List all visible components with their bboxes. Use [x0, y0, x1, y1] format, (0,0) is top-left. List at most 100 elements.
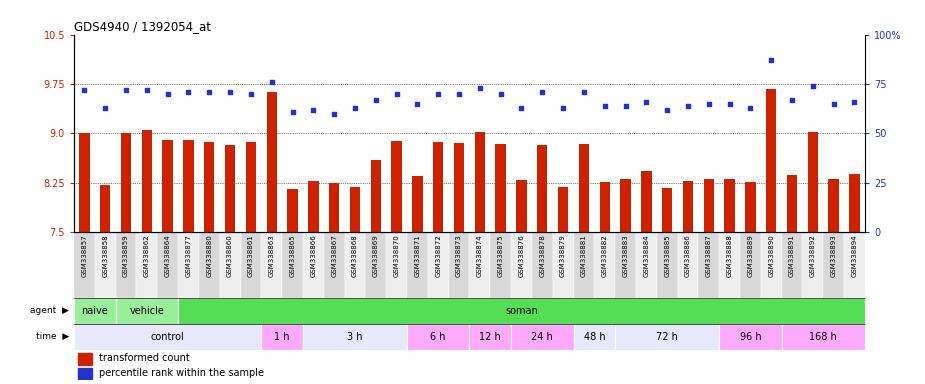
Bar	[574, 232, 594, 298]
Point	[410, 101, 425, 107]
Bar	[329, 183, 339, 232]
Bar	[808, 132, 818, 232]
Bar	[137, 232, 157, 298]
Bar	[787, 175, 797, 232]
Point	[535, 89, 549, 95]
Bar	[823, 232, 844, 298]
Point	[285, 109, 300, 115]
Point	[722, 101, 737, 107]
Bar	[532, 232, 553, 298]
Bar	[433, 142, 443, 232]
Bar	[288, 189, 298, 232]
Bar	[766, 89, 776, 232]
Text: 96 h: 96 h	[740, 332, 761, 342]
Point	[806, 83, 820, 89]
Point	[348, 104, 363, 111]
Bar	[163, 140, 173, 232]
Bar	[391, 141, 401, 232]
Point	[118, 87, 133, 93]
Point	[743, 104, 758, 111]
Bar	[240, 232, 262, 298]
Bar	[282, 232, 303, 298]
Bar	[599, 182, 610, 232]
Point	[639, 99, 654, 105]
Bar	[74, 298, 116, 324]
Text: GSM338885: GSM338885	[664, 234, 670, 276]
Bar	[760, 232, 782, 298]
Text: GSM338886: GSM338886	[685, 234, 691, 277]
Text: 6 h: 6 h	[430, 332, 446, 342]
Text: GSM338888: GSM338888	[727, 234, 733, 277]
Text: GSM338872: GSM338872	[436, 234, 441, 276]
Bar	[324, 232, 344, 298]
Point	[660, 106, 674, 113]
Bar	[80, 133, 90, 232]
Point	[493, 91, 508, 97]
Text: control: control	[151, 332, 184, 342]
Text: GSM338870: GSM338870	[394, 234, 400, 277]
Bar	[225, 145, 235, 232]
Bar	[95, 232, 116, 298]
Bar	[371, 160, 381, 232]
Bar	[449, 232, 470, 298]
Point	[514, 104, 529, 111]
Bar	[740, 232, 760, 298]
Point	[98, 104, 113, 111]
Text: GSM338861: GSM338861	[248, 234, 253, 277]
Text: agent  ▶: agent ▶	[31, 306, 69, 315]
Point	[847, 99, 862, 105]
Text: GSM338878: GSM338878	[539, 234, 545, 277]
Bar	[116, 298, 178, 324]
Point	[576, 89, 591, 95]
Bar	[516, 180, 526, 232]
Text: soman: soman	[505, 306, 537, 316]
Bar	[574, 324, 615, 349]
Bar	[78, 368, 92, 379]
Point	[473, 85, 487, 91]
Text: 72 h: 72 h	[656, 332, 678, 342]
Text: vehicle: vehicle	[130, 306, 165, 316]
Bar	[829, 179, 839, 232]
Bar	[490, 232, 511, 298]
Bar	[470, 324, 511, 349]
Bar	[537, 145, 548, 232]
Text: GSM338866: GSM338866	[311, 234, 316, 277]
Point	[764, 57, 779, 63]
Bar	[677, 232, 698, 298]
Text: 168 h: 168 h	[809, 332, 837, 342]
Bar	[636, 232, 657, 298]
Bar	[782, 232, 803, 298]
Point	[327, 111, 341, 117]
Text: 3 h: 3 h	[347, 332, 363, 342]
Bar	[303, 232, 324, 298]
Point	[243, 91, 258, 97]
Point	[681, 103, 696, 109]
Bar	[454, 143, 464, 232]
Text: GSM338890: GSM338890	[769, 234, 774, 277]
Text: GSM338862: GSM338862	[144, 234, 150, 276]
Bar	[803, 232, 823, 298]
Point	[181, 89, 196, 95]
Bar	[698, 232, 720, 298]
Bar	[511, 324, 574, 349]
Text: GSM338877: GSM338877	[186, 234, 191, 277]
Text: GSM338864: GSM338864	[165, 234, 170, 276]
Text: GSM338875: GSM338875	[498, 234, 503, 276]
Bar	[74, 232, 95, 298]
Text: GSM338889: GSM338889	[747, 234, 753, 277]
Text: GSM338882: GSM338882	[602, 234, 608, 276]
Bar	[387, 232, 407, 298]
Bar	[511, 232, 532, 298]
Text: GSM338879: GSM338879	[561, 234, 566, 277]
Text: GSM338858: GSM338858	[103, 234, 108, 276]
Bar	[720, 324, 782, 349]
Text: GSM338865: GSM338865	[290, 234, 295, 276]
Bar	[621, 179, 631, 232]
Bar	[266, 93, 277, 232]
Text: percentile rank within the sample: percentile rank within the sample	[99, 368, 265, 379]
Point	[160, 91, 175, 97]
Text: time  ▶: time ▶	[36, 332, 69, 341]
Text: GSM338868: GSM338868	[352, 234, 358, 277]
Bar	[844, 232, 865, 298]
Bar	[553, 232, 574, 298]
